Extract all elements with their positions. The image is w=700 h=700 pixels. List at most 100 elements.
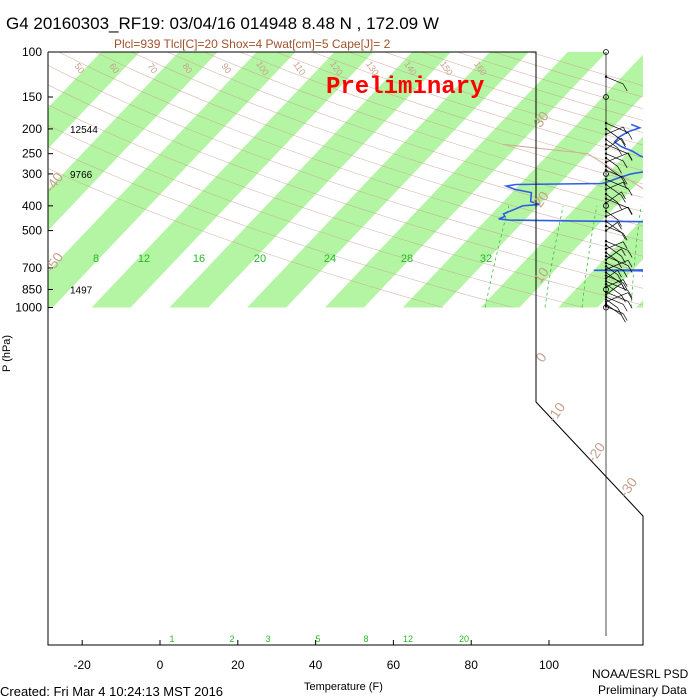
height-label: 12544 [70, 125, 98, 136]
wind-barb-feather [627, 292, 633, 300]
wind-barb-shaft [605, 296, 624, 305]
wind-barb-feather [617, 270, 622, 278]
profile-layer [498, 111, 700, 308]
wind-barb-shaft [605, 210, 618, 220]
calm-wind-circle [603, 171, 609, 177]
isotherm-label: -20 [584, 439, 609, 465]
parcel-path [503, 143, 643, 190]
chart-subtitle: Plcl=939 Tlcl[C]=20 Shox=4 Pwat[cm]=5 Ca… [114, 37, 391, 51]
wind-barb-shaft [605, 139, 618, 149]
wind-barb-feather [617, 260, 622, 269]
y-tick-label: 100 [22, 45, 42, 59]
mixing-ratio-label-bottom: 3 [265, 634, 270, 644]
dry-adiabat [48, 104, 643, 306]
x-axis-label: Temperature (F) [304, 681, 383, 693]
temperature-line [664, 111, 700, 308]
wind-barb-shaft [605, 262, 624, 271]
wind-barb-feather [617, 147, 622, 155]
isotherm-band [558, 218, 643, 308]
dry-adiabat [276, 52, 643, 171]
wind-barb-feather [621, 248, 626, 256]
theta-label: 90 [219, 61, 233, 75]
isotherm-label: -30 [616, 474, 641, 500]
wind-barb-shaft [605, 225, 624, 234]
mixing-ratio-label-bottom: 2 [229, 634, 234, 644]
wind-barb-shaft [605, 244, 622, 257]
wind-barb-feather [627, 132, 633, 140]
wind-barb-shaft [605, 248, 622, 260]
wind-barb-feather [621, 139, 626, 148]
wind-barb-feather [622, 282, 628, 290]
wind-barb-shaft [605, 157, 618, 167]
dry-adiabat [48, 64, 643, 273]
wind-barb-feather [622, 160, 628, 169]
wind-barb-feather [621, 191, 626, 200]
wind-barb-shaft [605, 279, 624, 288]
wind-barb-feather [627, 301, 633, 309]
wind-barb-feather [622, 279, 628, 287]
y-tick-label: 1000 [15, 301, 42, 315]
isotherm-band [48, 52, 296, 308]
mixing-ratio-label-bottom: 12 [403, 634, 413, 644]
wind-barb-feather [627, 265, 633, 273]
dry-adiabat [167, 52, 643, 212]
wind-barb-shaft [605, 292, 629, 303]
wind-barb-feather [627, 153, 633, 161]
x-tick-label: 0 [157, 658, 164, 672]
wind-barb-shaft [605, 76, 624, 85]
height-label: 9766 [70, 170, 93, 181]
wind-barb-shaft [605, 221, 622, 233]
mixing-ratio-label-bottom: 1 [169, 634, 174, 644]
mixing-ratio-label: 28 [401, 253, 413, 265]
x-tick-label: 40 [309, 658, 323, 672]
wind-barb-shaft [605, 240, 629, 251]
y-tick-label: 500 [22, 224, 42, 238]
wind-barb-shaft [605, 303, 622, 316]
mixing-ratio-label: 8 [93, 253, 99, 265]
wind-barb-feather [622, 126, 628, 135]
calm-wind-circle [603, 94, 609, 100]
wind-barb-shaft [605, 275, 624, 284]
mixing-ratio-label: 20 [254, 253, 266, 265]
wind-barb-feather [622, 241, 628, 249]
credit-line-2: Preliminary Data [598, 683, 687, 697]
dry-adiabat [94, 52, 643, 242]
x-tick-label: 20 [231, 658, 245, 672]
preliminary-label: Preliminary [326, 74, 485, 101]
isotherm-band [402, 54, 643, 308]
theta-label: 80 [180, 61, 194, 75]
y-tick-label: 250 [22, 147, 42, 161]
dry-adiabat [203, 52, 643, 198]
wind-barb-shaft [605, 181, 624, 190]
chart-title: G4 20160303_RF19: 03/04/16 014948 8.48 N… [6, 14, 439, 33]
wind-barb-feather [622, 304, 628, 312]
theta-label: 50 [72, 61, 86, 75]
wind-barb-shaft [605, 128, 622, 141]
dry-adiabat [48, 168, 444, 308]
wind-barb-feather [621, 232, 626, 240]
mixing-ratio-line [679, 206, 684, 308]
plot-frame [47, 51, 644, 646]
wind-barb-shaft [605, 144, 629, 155]
wind-barb-shaft [605, 206, 629, 217]
wind-barb-feather [621, 294, 626, 303]
created-timestamp: Created: Fri Mar 4 10:24:13 MST 2016 [0, 684, 224, 699]
wind-barb-feather [617, 307, 622, 315]
mixing-ratio-label-bottom: 8 [363, 634, 368, 644]
wind-barb-shaft [605, 222, 618, 231]
wind-barb-shaft [605, 198, 629, 209]
wind-barb-shaft [605, 153, 624, 162]
wind-barb-feather [622, 83, 628, 92]
y-tick-label: 200 [22, 122, 42, 136]
wind-barb-feather [621, 177, 626, 185]
wind-barb-feather [627, 207, 633, 216]
wind-barb-feather [617, 166, 622, 174]
wind-barb-feather [621, 195, 626, 203]
height-label: 1497 [70, 285, 93, 296]
y-tick-label: 300 [22, 167, 42, 181]
y-tick-label: 850 [22, 282, 42, 296]
isotherm-band [247, 52, 529, 308]
wind-barb-feather [621, 314, 626, 323]
dry-adiabat [48, 84, 643, 289]
